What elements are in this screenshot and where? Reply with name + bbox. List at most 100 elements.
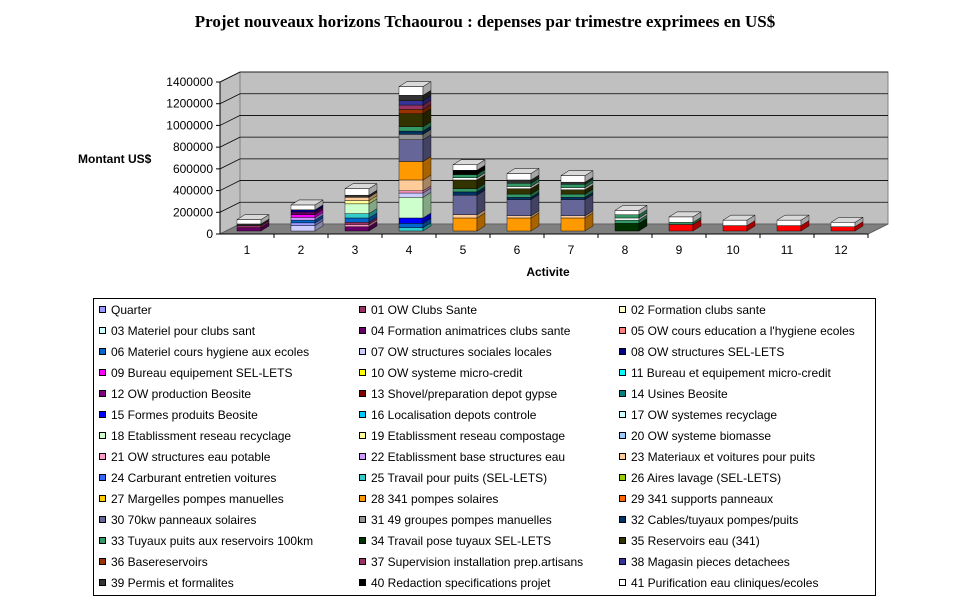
bar-top bbox=[614, 205, 648, 211]
bar-segment bbox=[506, 179, 532, 184]
legend-swatch bbox=[619, 495, 626, 502]
legend-swatch bbox=[99, 558, 106, 565]
x-tick-label: 9 bbox=[676, 243, 683, 257]
x-tick-label: 1 bbox=[244, 243, 251, 257]
x-tick-label: 8 bbox=[622, 243, 629, 257]
bar-segment bbox=[614, 219, 640, 224]
legend-swatch bbox=[99, 537, 106, 544]
legend-label: 39 Permis et formalites bbox=[111, 576, 234, 590]
legend-swatch bbox=[619, 558, 626, 565]
legend-swatch bbox=[99, 432, 106, 439]
bar-segment bbox=[506, 215, 532, 219]
legend-label: 07 OW structures sociales locales bbox=[371, 345, 552, 359]
gridline bbox=[219, 93, 888, 105]
gridlines bbox=[219, 71, 888, 213]
bar-segment bbox=[776, 225, 802, 232]
bar-segment bbox=[398, 179, 424, 192]
bar-segment bbox=[560, 193, 586, 198]
bar-segment bbox=[560, 189, 586, 195]
legend-swatch bbox=[99, 306, 106, 313]
legend-swatch bbox=[359, 306, 366, 313]
bar-segment bbox=[614, 217, 640, 221]
bar-stack bbox=[722, 214, 756, 232]
legend-label: 21 OW structures eau potable bbox=[111, 450, 271, 464]
legend-label: 40 Redaction specifications projet bbox=[371, 576, 551, 590]
legend-label: 27 Margelles pompes manuelles bbox=[111, 492, 284, 506]
bar-top bbox=[830, 217, 864, 223]
legend-swatch bbox=[359, 390, 366, 397]
bar-stack bbox=[506, 168, 540, 232]
bar-segment bbox=[398, 192, 424, 198]
y-tick-label: 600000 bbox=[173, 162, 213, 176]
gridline bbox=[219, 201, 888, 213]
bar-top bbox=[344, 183, 378, 189]
legend-swatch bbox=[99, 348, 106, 355]
legend-label: 25 Travail pour puits (SEL-LETS) bbox=[371, 471, 548, 485]
y-tick-label: 800000 bbox=[173, 140, 213, 154]
legend-swatch bbox=[619, 537, 626, 544]
gridline bbox=[219, 136, 888, 148]
legend-swatch bbox=[99, 495, 106, 502]
x-tick-label: 10 bbox=[726, 243, 740, 257]
y-tick-label: 0 bbox=[206, 227, 213, 241]
legend-label: 10 OW systeme micro-credit bbox=[371, 366, 523, 380]
legend-label: 12 OW production Beosite bbox=[111, 387, 252, 401]
bar-segment bbox=[614, 223, 640, 232]
bar-segment bbox=[668, 222, 694, 225]
bar-segment bbox=[398, 100, 424, 106]
bar-stack bbox=[776, 214, 810, 232]
bar-segment bbox=[560, 217, 586, 232]
bar-segment bbox=[830, 222, 856, 227]
legend-swatch bbox=[99, 474, 106, 481]
bar-top bbox=[776, 214, 810, 221]
bar-segment bbox=[398, 139, 424, 162]
bar-segment bbox=[506, 186, 532, 189]
legend-label: 23 Materiaux et voitures pour puits bbox=[631, 450, 816, 464]
legend-swatch bbox=[359, 411, 366, 418]
legend-label: 11 Bureau et equipement micro-credit bbox=[631, 366, 831, 380]
legend-label: 19 Etablissment reseau compostage bbox=[371, 429, 566, 443]
bar-segment bbox=[398, 86, 424, 96]
legend-label: 04 Formation animatrices clubs sante bbox=[371, 324, 571, 338]
gridline bbox=[219, 158, 888, 170]
legend-label: 37 Supervision installation prep.artisan… bbox=[371, 555, 584, 569]
legend-label: 26 Aires lavage (SEL-LETS) bbox=[631, 471, 782, 485]
x-tick-label: 5 bbox=[460, 243, 467, 257]
bar-stack bbox=[344, 183, 378, 232]
bar-segment bbox=[776, 219, 802, 226]
legend-swatch bbox=[99, 453, 106, 460]
bar-segment bbox=[560, 184, 586, 188]
bar-segment bbox=[398, 223, 424, 228]
legend-label: 18 Etablissment reseau recyclage bbox=[111, 429, 292, 443]
legend-label: 31 49 groupes pompes manuelles bbox=[371, 513, 552, 527]
legend-label: Quarter bbox=[111, 303, 152, 317]
bar-top bbox=[506, 168, 540, 174]
bar-segment bbox=[452, 191, 478, 196]
bar-segment bbox=[398, 109, 424, 114]
bars bbox=[236, 81, 864, 232]
legend-label: 34 Travail pose tuyaux SEL-LETS bbox=[371, 534, 552, 548]
bar-top bbox=[236, 214, 270, 220]
bar-segment bbox=[452, 169, 478, 175]
bar-segment bbox=[344, 200, 370, 205]
y-axis-label: Montant US$ bbox=[78, 152, 152, 166]
legend-swatch bbox=[359, 432, 366, 439]
bar-segment bbox=[236, 227, 262, 232]
legend-swatch bbox=[619, 390, 626, 397]
bar-segment bbox=[506, 183, 532, 187]
bar-segment bbox=[290, 214, 316, 218]
bar-segment bbox=[344, 224, 370, 227]
y-tick-label: 1200000 bbox=[166, 97, 213, 111]
bar-segment bbox=[290, 209, 316, 213]
legend-swatch bbox=[359, 348, 366, 355]
bar-stack bbox=[830, 216, 864, 232]
bar-segment bbox=[398, 227, 424, 232]
legend-swatch bbox=[619, 369, 626, 376]
legend-swatch bbox=[359, 369, 366, 376]
bar-segment bbox=[560, 175, 586, 183]
legend-swatch bbox=[619, 432, 626, 439]
bar-segment bbox=[560, 199, 586, 216]
bar-segment bbox=[290, 204, 316, 211]
x-tick-label: 6 bbox=[514, 243, 521, 257]
legend-label: 30 70kw panneaux solaires bbox=[111, 513, 257, 527]
